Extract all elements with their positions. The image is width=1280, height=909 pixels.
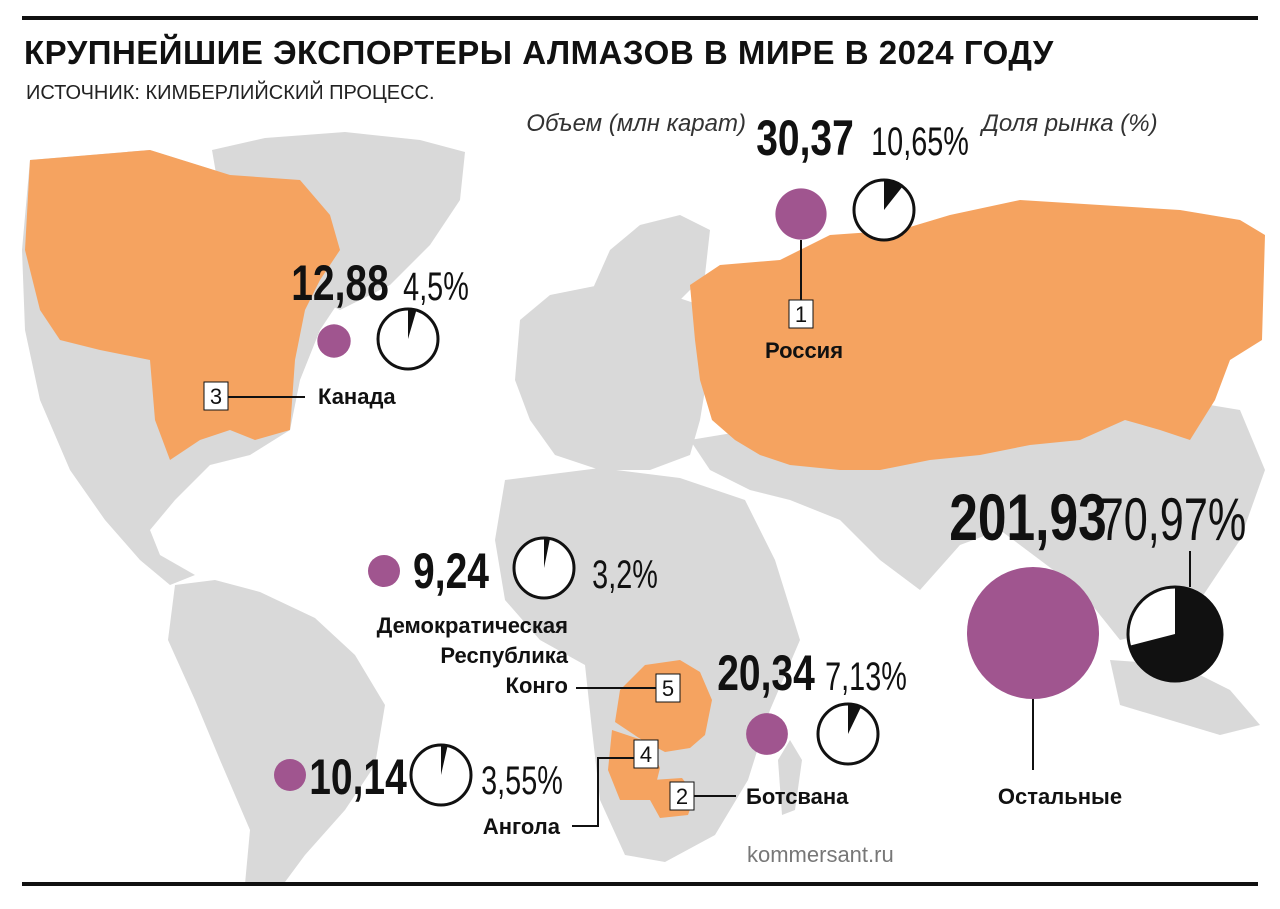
land-japan [1228,455,1255,515]
country-canada [25,150,340,460]
country-label-line: Демократическая [377,613,568,638]
country-label-canada: Канада [318,384,396,409]
country-dr-congo [615,660,712,752]
country-label-angola: Ангола [483,814,561,839]
volume-bubble [967,567,1099,699]
callouts: 1 Россия 2 Ботсвана 3 Канада 4 Ангола 5 Демократи… [203,240,1191,839]
volume-bubble [746,713,788,755]
share-label: 10,65% [871,119,969,164]
rank-box [203,381,229,411]
share-pie-wedge [848,704,861,734]
country-label-others: Остальные [998,784,1122,809]
rank-number: 1 [795,302,807,327]
volume-caption: Объем (млн карат) [526,110,746,137]
share-label: 3,2% [592,552,658,597]
rank-box [788,299,814,329]
land-south-america [168,580,385,884]
country-label-russia: Россия [765,338,843,363]
land-uk [548,330,575,382]
share-pie-wedge [441,744,448,775]
land-scandinavia [590,215,710,310]
volume-bubble [368,555,400,587]
share-label: 70,97% [1100,487,1246,554]
volume-bubble [274,759,306,791]
top-rule [22,16,1258,20]
volume-label: 30,37 [756,109,854,166]
rank-box [633,739,659,769]
volume-label: 10,14 [309,748,407,805]
country-russia [690,200,1265,470]
volume-label: 20,34 [717,644,815,701]
country-label-line: Республика [440,643,568,668]
volume-label: 9,24 [413,542,489,599]
exporter-entries: 30,37 10,65% 20,34 7,13% 12,88 4,5% 10,14 3,55%… [274,109,1246,807]
land-europe [515,285,710,470]
volume-bubble [775,188,827,240]
land-se-asia [1110,660,1260,735]
volume-label: 12,88 [291,254,389,311]
land-greenland [212,132,465,310]
rank-box [669,781,695,811]
share-pie-wedge [544,538,550,568]
country-label-dr-congo: Демократическая Республика Конго [377,613,569,698]
land-madagascar [778,740,802,815]
chart-source: ИСТОЧНИК: КИМБЕРЛИЙСКИЙ ПРОЦЕСС. [26,82,435,104]
share-pie-wedge [884,180,903,210]
volume-bubble [317,324,351,358]
country-label-botswana: Ботсвана [746,784,849,809]
highlighted-countries [25,150,1265,818]
rank-number: 5 [662,676,674,701]
share-pie-wedge [1129,587,1222,681]
share-pie-wedge [408,309,417,339]
leader-line [572,757,634,827]
share-label: 3,55% [481,758,563,803]
kommersant-credit: kommersant.ru [747,842,894,867]
share-caption: Доля рынка (%) [979,110,1158,137]
rank-number: 2 [676,784,688,809]
volume-label: 201,93 [949,480,1106,555]
bottom-rule [22,882,1258,886]
share-label: 4,5% [403,264,469,309]
country-label-line: Конго [506,673,568,698]
share-label: 7,13% [825,654,907,699]
chart-title: КРУПНЕЙШИЕ ЭКСПОРТЕРЫ АЛМАЗОВ В МИРЕ В 2… [24,34,1054,71]
rank-number: 4 [640,742,652,767]
rank-number: 3 [210,384,222,409]
